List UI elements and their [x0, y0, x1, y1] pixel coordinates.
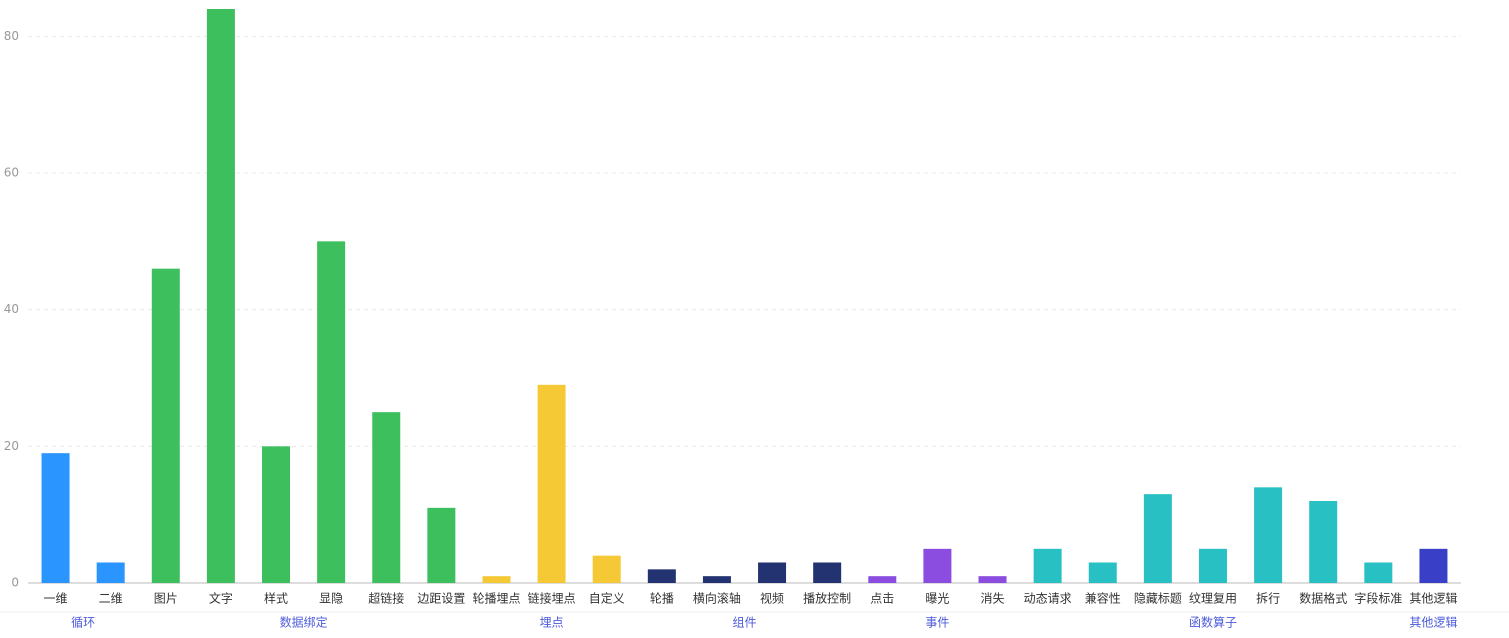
bar — [1033, 548, 1062, 583]
group-label: 其他逻辑 — [1409, 616, 1457, 630]
bar — [482, 576, 511, 583]
y-tick-label: 20 — [4, 439, 19, 453]
x-tick-label: 字段标准 — [1354, 591, 1402, 606]
bar — [1198, 548, 1227, 583]
bar — [1143, 494, 1172, 583]
x-tick-label: 横向滚轴 — [693, 591, 741, 606]
x-tick-label: 链接埋点 — [528, 591, 576, 606]
bar — [372, 412, 401, 583]
bar — [151, 268, 180, 583]
bar — [813, 562, 842, 583]
x-tick-label: 超链接 — [368, 591, 404, 606]
bar — [1364, 562, 1393, 583]
x-tick-label: 拆行 — [1256, 591, 1280, 606]
bar — [592, 555, 621, 583]
x-tick-label: 视频 — [760, 591, 784, 606]
y-tick-label: 0 — [11, 576, 19, 590]
bar — [923, 548, 952, 583]
bar — [1254, 487, 1283, 583]
y-tick-label: 40 — [4, 302, 19, 316]
bar — [758, 562, 787, 583]
y-tick-label: 80 — [4, 29, 19, 43]
bar — [41, 453, 70, 583]
x-tick-label: 隐藏标题 — [1134, 592, 1182, 606]
x-tick-label: 点击 — [870, 592, 894, 606]
x-tick-label: 轮播 — [650, 592, 674, 606]
x-tick-label: 轮播埋点 — [472, 592, 520, 606]
x-tick-label: 图片 — [154, 592, 178, 606]
x-tick-label: 消失 — [981, 591, 1005, 606]
x-tick-label: 样式 — [264, 591, 288, 606]
group-label: 埋点 — [540, 616, 564, 630]
bar — [702, 576, 731, 583]
x-tick-label: 数据格式 — [1299, 591, 1347, 606]
bar — [537, 384, 566, 583]
y-tick-label: 60 — [4, 166, 19, 180]
bar — [1088, 562, 1117, 583]
bar — [427, 507, 456, 583]
x-tick-label: 播放控制 — [803, 591, 851, 606]
bar — [96, 562, 125, 583]
x-tick-label: 曝光 — [925, 592, 949, 606]
bar — [1419, 548, 1448, 583]
bar — [317, 241, 346, 584]
x-tick-label: 兼容性 — [1085, 591, 1121, 606]
group-label: 组件 — [732, 616, 756, 630]
bar — [1309, 501, 1338, 583]
x-tick-label: 二维 — [99, 592, 123, 606]
x-tick-label: 自定义 — [589, 591, 625, 606]
bar — [206, 9, 235, 583]
x-tick-label: 动态请求 — [1024, 592, 1072, 606]
x-tick-label: 显隐 — [319, 592, 343, 606]
bar — [262, 446, 291, 583]
x-tick-label: 边距设置 — [417, 592, 465, 606]
group-label: 函数算子 — [1189, 615, 1237, 630]
group-label: 事件 — [925, 616, 949, 630]
bar — [978, 576, 1007, 583]
x-tick-label: 其他逻辑 — [1409, 592, 1457, 606]
bar — [647, 569, 676, 583]
group-label: 循环 — [71, 616, 95, 630]
group-label: 数据绑定 — [280, 615, 328, 630]
x-tick-label: 文字 — [209, 591, 233, 606]
x-tick-label: 一维 — [44, 592, 68, 606]
x-tick-label: 纹理复用 — [1189, 592, 1237, 606]
bar — [868, 576, 897, 583]
